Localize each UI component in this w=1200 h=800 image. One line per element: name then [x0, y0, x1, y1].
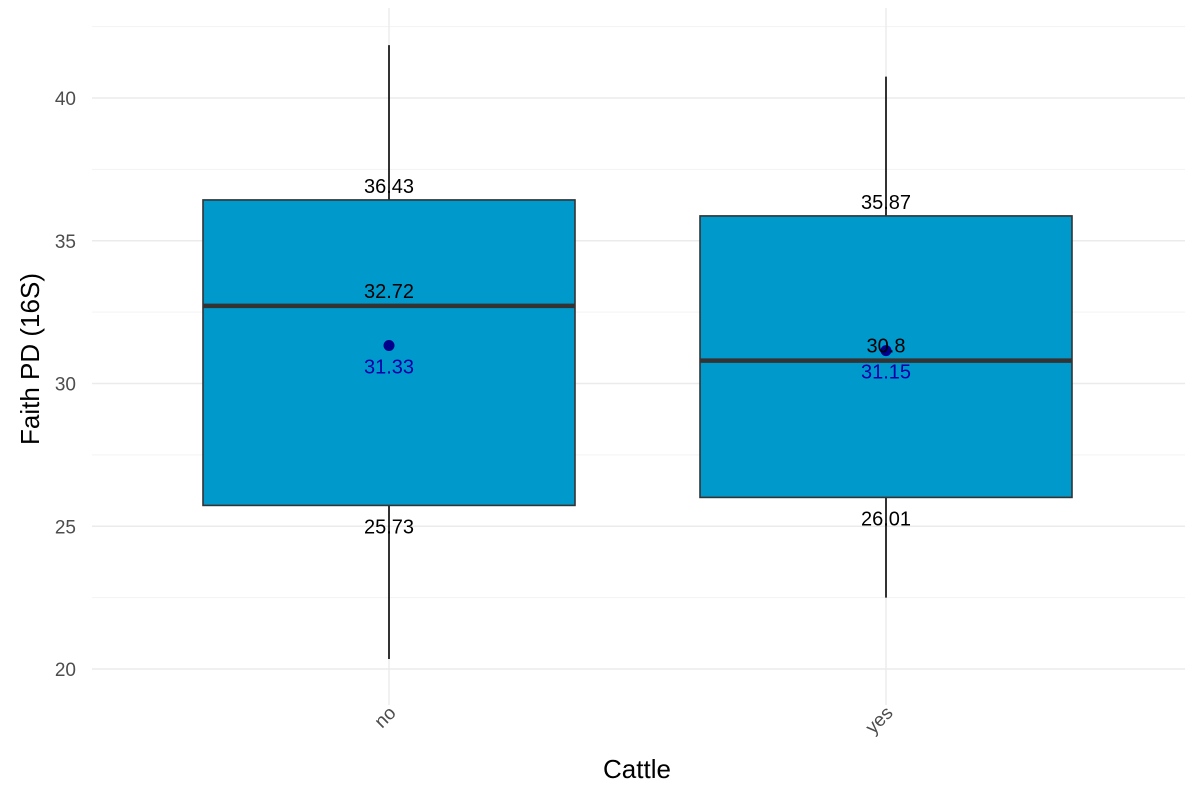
q1-label: 26.01	[861, 508, 911, 530]
label-layer: 36.43 32.72 25.73 31.33 35.87 30.8 26.01 31.15	[364, 176, 911, 538]
q3-label: 36.43	[364, 176, 414, 198]
x-axis-title: Cattle	[603, 754, 671, 784]
y-axis-title: Faith PD (16S)	[15, 273, 45, 445]
mean-point	[383, 340, 395, 352]
mean-label: 31.33	[364, 357, 414, 379]
y-tick-label: 30	[55, 375, 76, 396]
y-tick-label: 20	[55, 660, 76, 681]
y-tick-label: 40	[55, 89, 76, 110]
q1-label: 25.73	[364, 516, 414, 538]
median-label: 32.72	[364, 281, 414, 303]
mean-label: 31.15	[861, 362, 911, 384]
q3-label: 35.87	[861, 192, 911, 214]
box-rect	[202, 199, 576, 507]
mean-point	[880, 345, 892, 357]
y-tick-label: 25	[55, 517, 76, 538]
y-tick-label: 35	[55, 232, 76, 253]
x-tick-label: no	[371, 703, 401, 733]
box-rect	[699, 215, 1073, 499]
box-layer	[202, 45, 1073, 660]
x-tick-label: yes	[862, 703, 898, 739]
median-label: 30.8	[867, 336, 906, 358]
